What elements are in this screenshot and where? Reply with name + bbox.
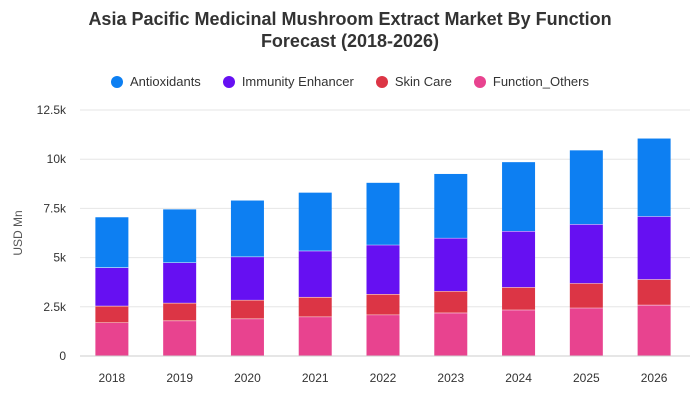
bar-immunity-enhancer-2019 (163, 262, 197, 303)
bar-skin-care-2022 (366, 294, 400, 315)
y-tick-label: 5k (53, 251, 67, 265)
chart-title-line-1: Asia Pacific Medicinal Mushroom Extract … (88, 9, 612, 29)
bar-antioxidants-2024 (502, 162, 536, 232)
bar-antioxidants-2020 (230, 200, 264, 257)
legend-item[interactable]: Skin Care (375, 74, 452, 89)
legend-label: Immunity Enhancer (241, 74, 354, 89)
x-tick-label: 2023 (437, 371, 464, 385)
y-axis-title: USD Mn (11, 210, 25, 255)
bar-immunity-enhancer-2024 (502, 231, 536, 288)
bar-immunity-enhancer-2025 (569, 224, 603, 284)
bar-function-others-2024 (502, 309, 536, 356)
bar-immunity-enhancer-2021 (298, 250, 332, 297)
bar-skin-care-2024 (502, 287, 536, 310)
bar-function-others-2025 (569, 307, 603, 356)
bar-function-others-2022 (366, 314, 400, 356)
y-tick-label: 2.5k (43, 300, 67, 314)
legend-label: Skin Care (394, 74, 452, 89)
bar-immunity-enhancer-2022 (366, 244, 400, 295)
bar-skin-care-2021 (298, 296, 332, 317)
bar-function-others-2018 (95, 322, 129, 356)
x-tick-label: 2026 (641, 371, 668, 385)
x-tick-label: 2020 (234, 371, 261, 385)
bar-function-others-2020 (230, 318, 264, 356)
chart-title: Asia Pacific Medicinal Mushroom Extract … (0, 8, 700, 52)
chart-legend: Antioxidants Immunity Enhancer Skin Care Fu… (0, 74, 700, 89)
y-tick-label: 10k (47, 152, 67, 166)
bar-skin-care-2018 (95, 305, 129, 323)
bar-antioxidants-2018 (95, 217, 129, 268)
bar-function-others-2023 (434, 312, 468, 356)
legend-item[interactable]: Immunity Enhancer (222, 74, 354, 89)
bar-skin-care-2026 (637, 279, 671, 305)
bar-function-others-2019 (163, 320, 197, 356)
bar-antioxidants-2026 (637, 138, 671, 217)
bar-antioxidants-2023 (434, 173, 468, 238)
x-tick-label: 2022 (370, 371, 397, 385)
legend-label: Function_Others (492, 74, 589, 89)
legend-item[interactable]: Antioxidants (110, 74, 201, 89)
y-tick-label: 12.5k (37, 103, 67, 117)
bar-skin-care-2023 (434, 291, 468, 313)
bar-function-others-2021 (298, 316, 332, 356)
bar-skin-care-2025 (569, 283, 603, 308)
x-tick-label: 2019 (166, 371, 193, 385)
bar-skin-care-2019 (163, 302, 197, 321)
y-tick-label: 7.5k (43, 201, 67, 215)
legend-swatch (473, 75, 486, 88)
bar-immunity-enhancer-2020 (230, 256, 264, 300)
y-tick-label: 0 (59, 349, 66, 363)
bar-skin-care-2020 (230, 299, 264, 319)
x-tick-label: 2025 (573, 371, 600, 385)
bar-antioxidants-2025 (569, 150, 603, 225)
legend-item[interactable]: Function_Others (473, 74, 589, 89)
bar-function-others-2026 (637, 304, 671, 356)
bar-immunity-enhancer-2026 (637, 216, 671, 280)
legend-label: Antioxidants (129, 74, 201, 89)
x-tick-label: 2018 (99, 371, 126, 385)
bar-immunity-enhancer-2018 (95, 267, 129, 306)
bar-antioxidants-2021 (298, 192, 332, 251)
x-tick-label: 2021 (302, 371, 329, 385)
x-tick-label: 2024 (505, 371, 532, 385)
legend-swatch (110, 75, 123, 88)
chart-title-line-2: Forecast (2018-2026) (260, 31, 440, 51)
legend-swatch (375, 75, 388, 88)
bar-antioxidants-2022 (366, 182, 400, 245)
legend-swatch (222, 75, 235, 88)
bar-immunity-enhancer-2023 (434, 237, 468, 292)
bar-antioxidants-2019 (163, 209, 197, 263)
